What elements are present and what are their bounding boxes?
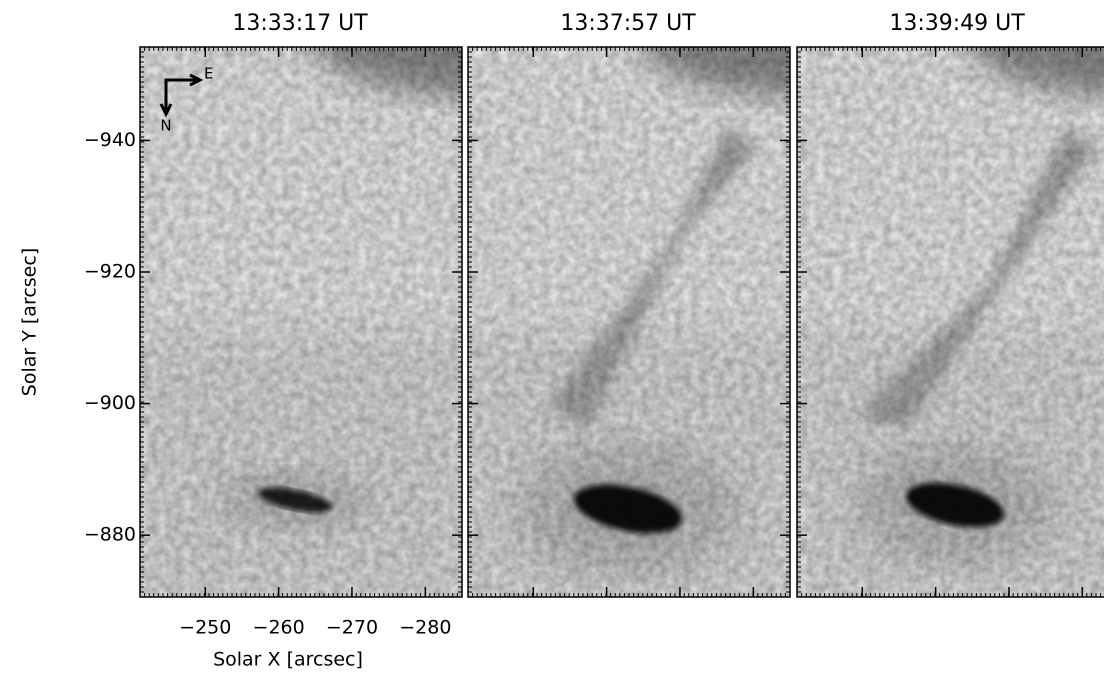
- noise: [797, 47, 1104, 597]
- panel-title: 13:37:57 UT: [560, 11, 696, 36]
- y-axis-label: Solar Y [arcsec]: [19, 248, 41, 396]
- x-tick-label: −250: [179, 617, 231, 639]
- y-tick-label: −880: [84, 524, 136, 546]
- noise: [140, 47, 462, 597]
- x-tick-label: −260: [253, 617, 305, 639]
- image-panel: [140, 47, 462, 597]
- x-axis-label: Solar X [arcsec]: [213, 649, 363, 671]
- y-tick-label: −900: [84, 392, 136, 414]
- compass-north: N: [160, 117, 171, 135]
- image-panel: [797, 47, 1104, 597]
- noise: [468, 47, 790, 597]
- panel-title: 13:33:17 UT: [232, 11, 368, 36]
- x-tick-label: −280: [399, 617, 451, 639]
- compass-east: E: [204, 65, 213, 83]
- y-tick-label: −940: [84, 129, 136, 151]
- compass-arrows: [159, 73, 204, 118]
- y-tick-label: −920: [84, 261, 136, 283]
- panel-title: 13:39:49 UT: [889, 11, 1025, 36]
- x-tick-label: −270: [326, 617, 378, 639]
- image-panel: [468, 47, 790, 597]
